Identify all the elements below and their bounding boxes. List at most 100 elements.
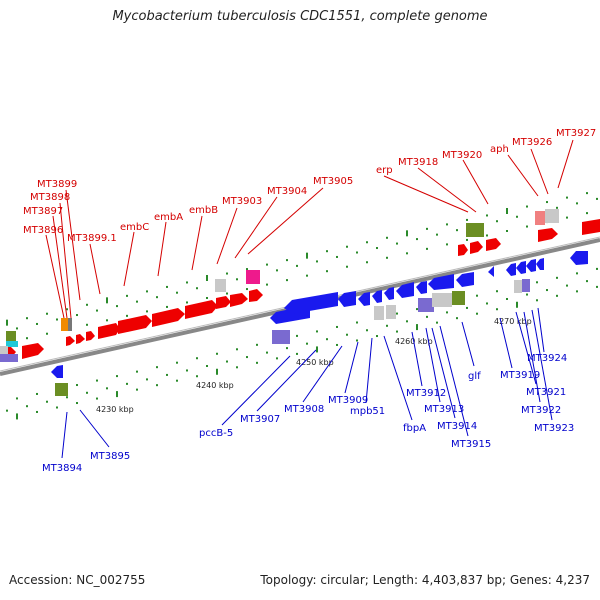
gene-rev-16[interactable] bbox=[570, 251, 588, 265]
feature-magenta-fwd[interactable] bbox=[246, 270, 260, 284]
gene-label[interactable]: erp bbox=[376, 165, 393, 176]
feature-cyan-fwd[interactable] bbox=[6, 341, 18, 347]
gene-rev-7[interactable] bbox=[396, 282, 414, 298]
gene-label[interactable]: MT3897 bbox=[23, 206, 63, 217]
feature-gray-rev-5[interactable] bbox=[514, 280, 522, 293]
gene-label[interactable]: MT3898 bbox=[30, 192, 70, 203]
scale-label-4230: 4230 kbp bbox=[96, 405, 134, 414]
gene-rev-2[interactable] bbox=[284, 292, 338, 314]
gene-fwd-5[interactable] bbox=[86, 331, 95, 341]
feature-purple-rev-3[interactable] bbox=[418, 298, 434, 312]
gene-label[interactable]: pccB-5 bbox=[199, 428, 233, 439]
feature-green-rev-1[interactable] bbox=[452, 291, 465, 305]
track-dot bbox=[546, 289, 548, 292]
gene-label[interactable]: MT3922 bbox=[521, 405, 561, 416]
gene-label[interactable]: MT3918 bbox=[398, 157, 438, 168]
gene-label[interactable]: embC bbox=[120, 222, 149, 233]
gene-label[interactable]: mpb51 bbox=[350, 406, 385, 417]
gene-label[interactable]: MT3921 bbox=[526, 387, 566, 398]
track-dot bbox=[286, 279, 288, 282]
gene-label[interactable]: MT3896 bbox=[23, 225, 63, 236]
feature-purple-rev-2[interactable] bbox=[272, 330, 290, 344]
gene-label[interactable]: MT3907 bbox=[240, 414, 280, 425]
track-dot bbox=[296, 264, 298, 267]
gene-label[interactable]: MT3914 bbox=[437, 421, 477, 432]
gene-fwd-2[interactable] bbox=[22, 343, 44, 359]
track-dot bbox=[176, 361, 178, 364]
gene-label[interactable]: MT3913 bbox=[424, 404, 464, 415]
gene-label[interactable]: MT3895 bbox=[90, 451, 130, 462]
gene-rev-13[interactable] bbox=[516, 261, 526, 274]
feature-gray-rev-4[interactable] bbox=[432, 293, 452, 307]
feature-purple-rev-1[interactable] bbox=[0, 354, 18, 362]
gene-label[interactable]: MT3924 bbox=[527, 353, 567, 364]
gene-fwd-9[interactable] bbox=[185, 300, 218, 319]
gene-label[interactable]: MT3926 bbox=[512, 137, 552, 148]
gene-label[interactable]: embA bbox=[154, 212, 183, 223]
feature-green-fwd-1[interactable] bbox=[6, 331, 16, 341]
gene-label[interactable]: MT3912 bbox=[406, 388, 446, 399]
gene-rev-10[interactable] bbox=[456, 272, 474, 287]
gene-label[interactable]: MT3927 bbox=[556, 128, 596, 139]
track-dot bbox=[316, 330, 318, 333]
gene-label[interactable]: MT3899 bbox=[37, 179, 77, 190]
feature-gray-rev-3[interactable] bbox=[386, 305, 396, 319]
gene-label[interactable]: MT3894 bbox=[42, 463, 82, 474]
gene-label[interactable]: MT3903 bbox=[222, 196, 262, 207]
gene-label[interactable]: embB bbox=[189, 205, 218, 216]
track-dot bbox=[96, 379, 98, 382]
feature-green-fwd-2[interactable] bbox=[466, 223, 484, 237]
track-dot bbox=[96, 397, 98, 400]
track-dot bbox=[306, 252, 308, 259]
track-dot bbox=[516, 215, 518, 218]
gene-fwd-10[interactable] bbox=[216, 296, 231, 309]
gene-rev-17[interactable] bbox=[51, 365, 63, 378]
gene-rev-15[interactable] bbox=[536, 258, 544, 270]
gene-fwd-6[interactable] bbox=[98, 323, 120, 339]
gene-fwd-14[interactable] bbox=[470, 241, 483, 254]
gene-fwd-7[interactable] bbox=[118, 315, 152, 334]
gene-rev-14[interactable] bbox=[526, 259, 536, 272]
gene-rev-11[interactable] bbox=[488, 266, 494, 277]
track-dot bbox=[156, 384, 158, 387]
gene-fwd-4[interactable] bbox=[76, 334, 85, 344]
feature-gray-fwd-3[interactable] bbox=[545, 209, 559, 223]
gene-rev-6[interactable] bbox=[384, 287, 394, 300]
gene-fwd-8[interactable] bbox=[152, 308, 185, 327]
gene-label[interactable]: MT3899.1 bbox=[67, 233, 117, 244]
gene-label[interactable]: MT3908 bbox=[284, 404, 324, 415]
gene-fwd-16[interactable] bbox=[538, 228, 558, 242]
feature-orange-fwd[interactable] bbox=[61, 318, 68, 331]
feature-green-rev-2[interactable] bbox=[55, 383, 68, 396]
gene-label[interactable]: MT3919 bbox=[500, 370, 540, 381]
gene-fwd-3[interactable] bbox=[66, 336, 75, 346]
gene-fwd-12[interactable] bbox=[249, 289, 263, 302]
gene-rev-8[interactable] bbox=[416, 281, 427, 294]
feature-purple-rev-4[interactable] bbox=[522, 279, 530, 292]
gene-label[interactable]: MT3915 bbox=[451, 439, 491, 450]
feature-gray-rev-1[interactable] bbox=[0, 346, 8, 354]
gene-rev-3[interactable] bbox=[338, 291, 356, 307]
track-dot bbox=[396, 312, 398, 315]
gene-label[interactable]: aph bbox=[490, 144, 509, 155]
gene-label[interactable]: MT3905 bbox=[313, 176, 353, 187]
gene-fwd-15[interactable] bbox=[486, 238, 501, 251]
gene-label[interactable]: MT3923 bbox=[534, 423, 574, 434]
gene-rev-4[interactable] bbox=[358, 292, 370, 306]
gene-rev-5[interactable] bbox=[372, 290, 382, 303]
feature-gray-fwd-2[interactable] bbox=[215, 279, 226, 292]
track-dot bbox=[156, 296, 158, 299]
gene-label[interactable]: MT3904 bbox=[267, 186, 307, 197]
gene-label[interactable]: MT3920 bbox=[442, 150, 482, 161]
feature-pink-fwd[interactable] bbox=[535, 211, 545, 225]
feature-gray-fwd-1[interactable] bbox=[68, 318, 72, 331]
gene-rev-9[interactable] bbox=[428, 274, 454, 290]
gene-label[interactable]: MT3909 bbox=[328, 395, 368, 406]
gene-rev-12[interactable] bbox=[506, 263, 516, 276]
gene-fwd-13[interactable] bbox=[458, 244, 468, 256]
gene-fwd-17[interactable] bbox=[582, 219, 600, 235]
gene-label[interactable]: fbpA bbox=[403, 423, 426, 434]
feature-gray-rev-2[interactable] bbox=[374, 306, 384, 320]
gene-label[interactable]: glf bbox=[468, 371, 481, 382]
gene-fwd-11[interactable] bbox=[230, 293, 248, 307]
